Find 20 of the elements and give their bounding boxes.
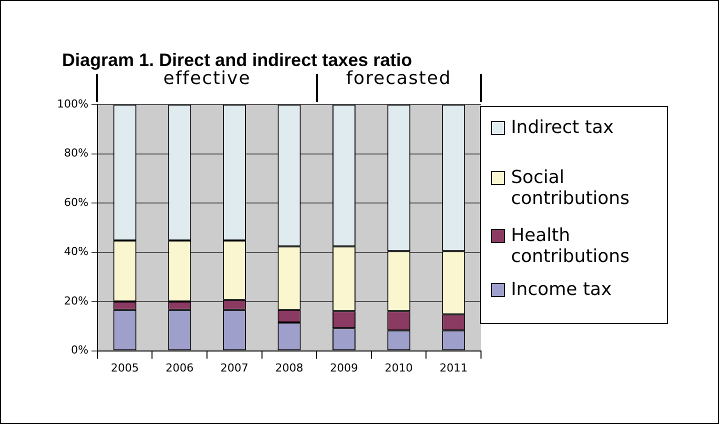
text: effective <box>162 68 252 89</box>
x-tick-label: 2008 <box>275 361 304 374</box>
text: forecasted <box>345 68 452 89</box>
legend-label: Income tax <box>511 279 613 300</box>
y-tick-label: 40% <box>64 245 88 258</box>
y-tick-label: 0% <box>70 344 88 357</box>
x-tick-label: 2006 <box>166 361 194 374</box>
x-tick-label: 2009 <box>330 361 358 374</box>
legend-label: Social contributions <box>511 167 630 209</box>
x-tick-label: 2007 <box>220 361 248 374</box>
y-tick-label: 80% <box>64 146 88 160</box>
chart-title: Diagram 1. Direct and indirect taxes ratio <box>62 50 412 70</box>
y-tick-label: 20% <box>64 294 88 308</box>
legend-label: Health contributions <box>511 225 630 267</box>
legend-label: Indirect tax <box>511 117 615 138</box>
y-tick-label: 100% <box>56 97 88 110</box>
y-tick-label: 60% <box>64 196 88 209</box>
x-tick-label: 2010 <box>384 361 413 374</box>
x-tick-label: 2005 <box>110 361 139 374</box>
x-tick-label: 2011 <box>440 361 468 374</box>
